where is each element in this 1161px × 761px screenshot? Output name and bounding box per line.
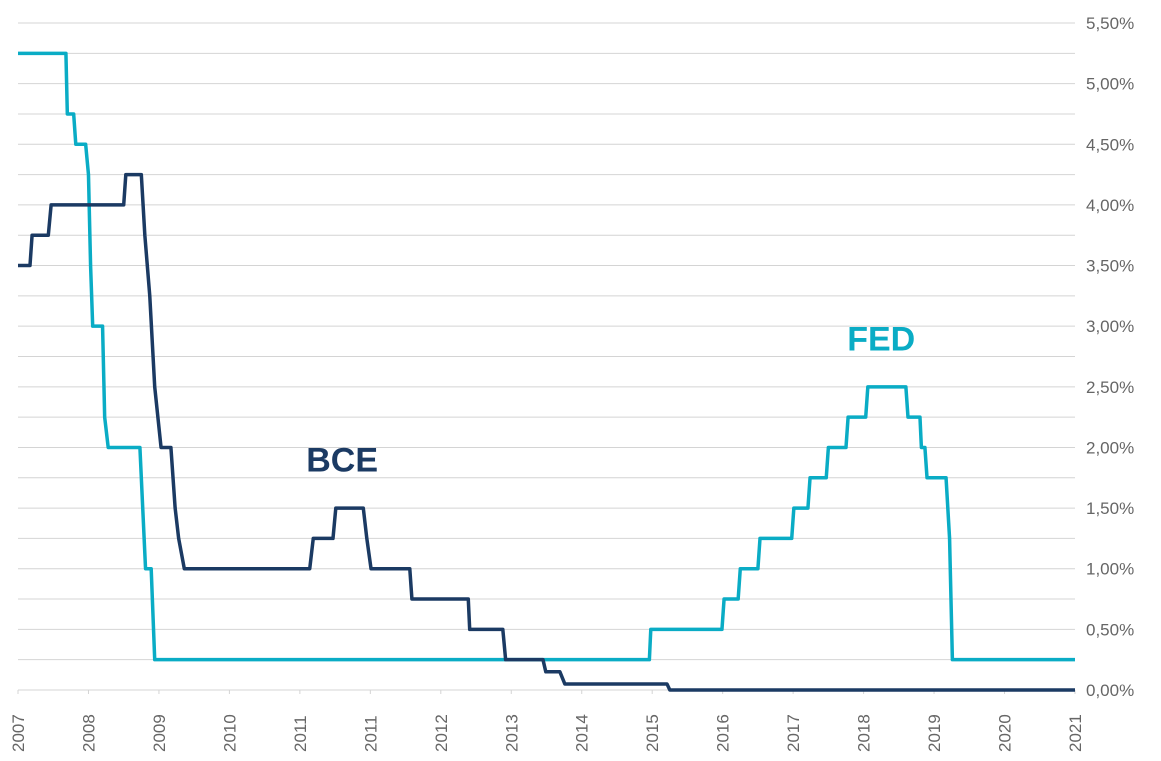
annotation: BCE [306,442,378,480]
x-tick-label: 2011 [291,715,310,752]
annotation: FED [847,320,915,358]
y-tick-label: 5,00% [1086,75,1134,94]
y-tick-label: 0,00% [1086,681,1134,700]
y-tick-label: 5,50% [1086,14,1134,33]
x-tick-label: 2019 [925,714,944,752]
x-tick-label: 2017 [784,714,803,752]
y-tick-label: 4,00% [1086,196,1134,215]
series-line [18,172,1075,692]
y-tick-label: 2,00% [1086,438,1134,457]
y-tick-label: 1,50% [1086,499,1134,518]
x-tick-label: 2011 [361,715,380,752]
x-tick-label: 2018 [855,714,874,752]
y-tick-label: 2,50% [1086,378,1134,397]
x-tick-label: 2020 [996,714,1015,752]
x-tick-label: 2007 [9,714,28,752]
y-tick-label: 1,00% [1086,560,1134,579]
x-tick-label: 2021 [1066,714,1085,752]
x-tick-label: 2010 [220,714,239,752]
x-tick-label: 2016 [714,714,733,752]
y-tick-label: 0,50% [1086,620,1134,639]
x-tick-label: 2009 [150,714,169,752]
x-tick-label: 2015 [643,714,662,752]
x-tick-label: 2013 [502,714,521,752]
series-line [18,51,1075,662]
x-tick-label: 2014 [573,714,592,752]
y-tick-label: 4,50% [1086,135,1134,154]
x-tick-label: 2012 [432,714,451,752]
x-tick-label: 2008 [79,714,98,752]
y-tick-label: 3,50% [1086,257,1134,276]
y-tick-label: 3,00% [1086,317,1134,336]
